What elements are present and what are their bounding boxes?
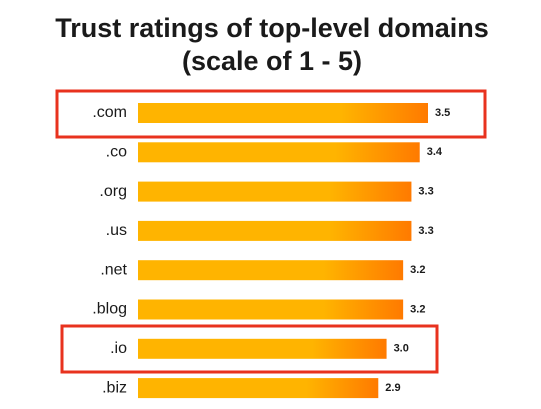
- bar: [138, 103, 428, 123]
- chart-title: Trust ratings of top-level domains: [55, 13, 489, 43]
- bar: [138, 142, 420, 163]
- category-label: .blog: [92, 301, 127, 318]
- category-label: .io: [110, 340, 127, 357]
- category-label: .net: [100, 261, 127, 278]
- bar: [138, 338, 387, 359]
- category-label: .co: [106, 144, 127, 161]
- value-label: 3.0: [394, 343, 409, 355]
- category-label: .com: [92, 104, 127, 121]
- value-label: 3.3: [418, 225, 433, 237]
- bar: [138, 299, 404, 320]
- bar: [138, 260, 404, 281]
- chart-subtitle: (scale of 1 - 5): [182, 46, 362, 76]
- bar: [138, 181, 412, 202]
- highlight-box: [55, 89, 487, 139]
- value-label: 3.3: [418, 186, 433, 198]
- value-label: 3.2: [410, 303, 425, 315]
- bar: [138, 220, 412, 241]
- value-label: 3.5: [435, 107, 450, 119]
- bar: [138, 378, 379, 399]
- value-label: 3.2: [410, 264, 425, 276]
- value-label: 3.4: [427, 146, 443, 158]
- category-label: .biz: [102, 379, 127, 396]
- highlight-box: [60, 324, 439, 374]
- category-label: .org: [99, 183, 127, 200]
- value-label: 2.9: [385, 382, 400, 394]
- category-label: .us: [106, 222, 127, 239]
